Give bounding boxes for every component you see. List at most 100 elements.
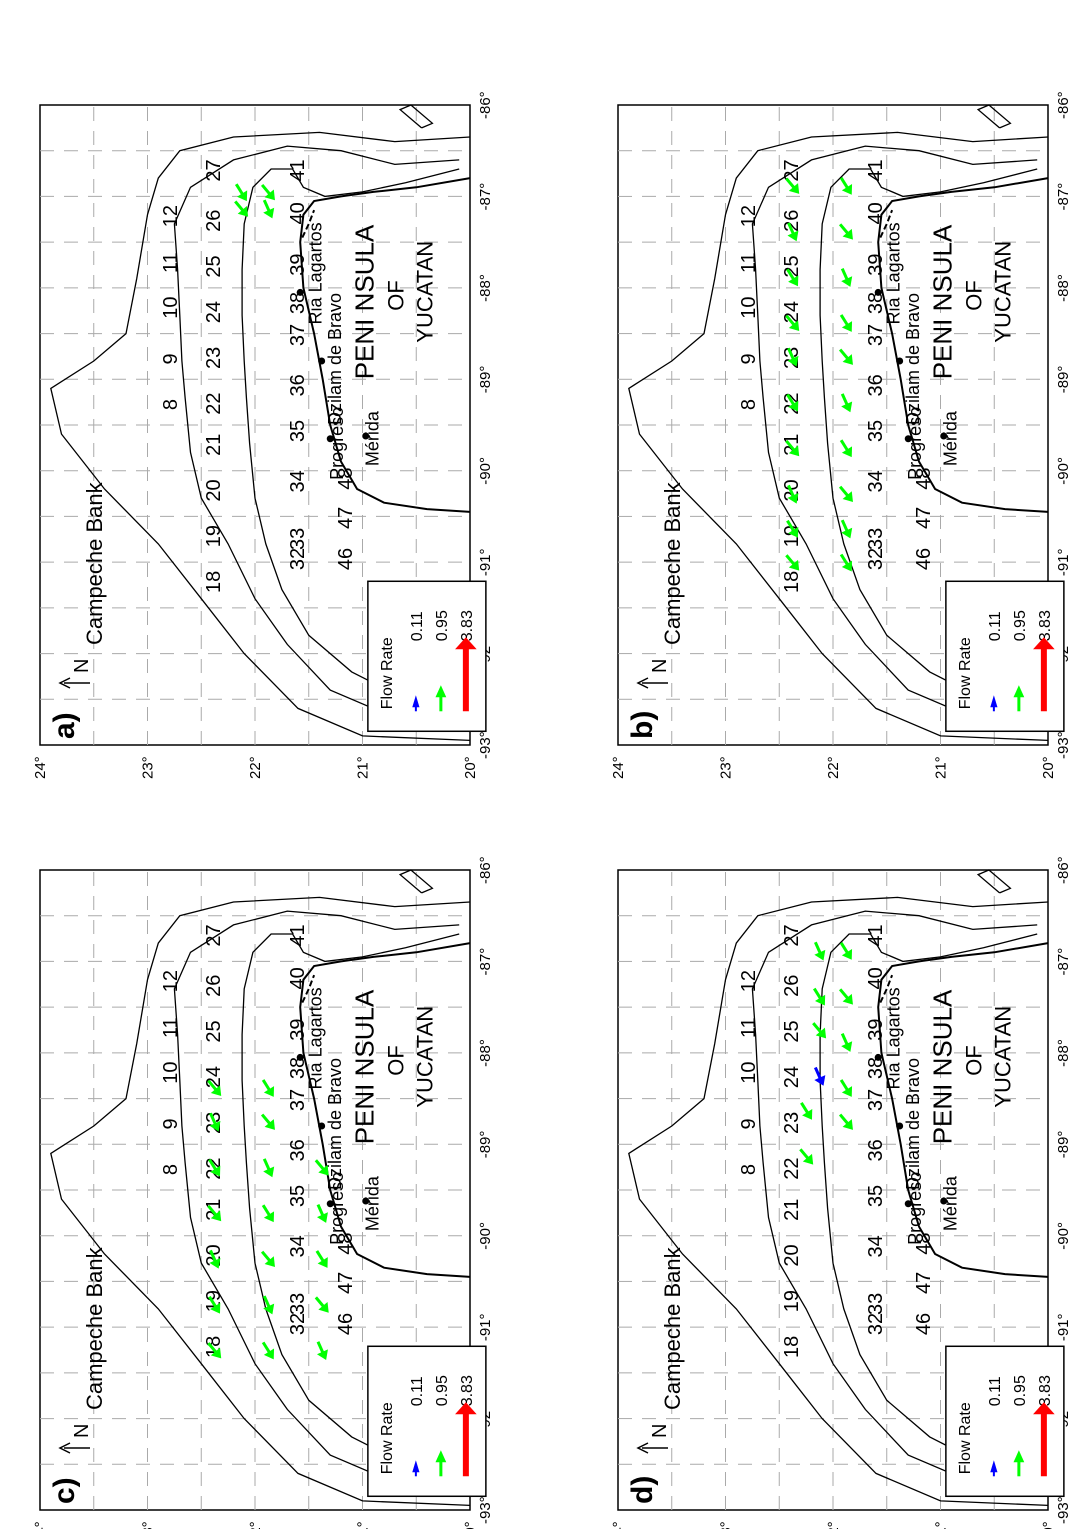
north-arrow (58, 1442, 90, 1454)
station-label: 35 (287, 420, 309, 442)
lagoon-coast (879, 209, 894, 239)
legend: Flow Rate 0.11 0.95 3.83 (367, 580, 487, 733)
flow-arrow-shaft (262, 1158, 271, 1172)
place-dot (326, 1200, 334, 1208)
flow-arrow-head (814, 1075, 826, 1086)
station-label: 46 (913, 548, 935, 570)
station-label: 24 (781, 1066, 803, 1088)
flow-arrow-head (815, 1027, 827, 1039)
station-label: 35 (287, 1185, 309, 1207)
place-label-ria-lagartos: Ria Lagartos (884, 987, 904, 1089)
lat-tick-label: 23° (140, 1521, 157, 1529)
flow-arrow-head (841, 401, 853, 413)
station-label: 39 (287, 1018, 309, 1040)
station-label: 47 (913, 507, 935, 529)
legend: Flow Rate 0.11 0.95 3.83 (367, 1345, 487, 1498)
lon-tick-label: -90° (477, 1222, 494, 1250)
flow-arrow-shaft (812, 1022, 823, 1035)
lon-tick-label: -88° (1055, 1039, 1072, 1067)
legend-value: 0.95 (434, 610, 451, 641)
station-label: 12 (738, 970, 760, 992)
flow-arrow-head (787, 355, 799, 367)
lon-tick-label: -90° (1055, 457, 1072, 485)
lon-tick-label: -90° (1055, 1222, 1072, 1250)
north-label: N (71, 1424, 93, 1438)
lon-tick-label: -91° (477, 548, 494, 576)
flow-arrow-head (788, 275, 799, 287)
station-label: 23 (203, 347, 225, 369)
flow-arrow-shaft (786, 393, 796, 407)
cozumel-island (398, 104, 434, 129)
station-label: 33 (865, 1293, 887, 1315)
flow-arrow-head (210, 1085, 222, 1097)
flow-arrow-head (841, 1086, 853, 1097)
legend-arrow (435, 685, 447, 712)
flow-arrow-head (237, 205, 249, 217)
flow-arrow-head (842, 491, 853, 502)
place-dot (896, 357, 904, 365)
station-label: 25 (203, 1020, 225, 1042)
flow-arrow-head (263, 1348, 275, 1360)
region-label: Campeche Bank (660, 1246, 685, 1410)
place-label-dzilam: Dzilam de Bravo (903, 1058, 923, 1190)
flow-arrow (260, 183, 275, 201)
cozumel-island (976, 104, 1012, 129)
flow-arrow-shaft (785, 439, 796, 452)
station-label: 37 (287, 1089, 309, 1111)
map-panel-4: 24°23°22°21°20°-93°-92°-91°-90°-89°-88°-… (610, 856, 1072, 1529)
station-label: 37 (287, 324, 309, 346)
flow-arrow-head (318, 1301, 329, 1313)
lon-tick-label: -87° (1055, 948, 1072, 976)
flow-arrow (207, 1204, 222, 1222)
station-label: 32 (287, 548, 309, 570)
flow-arrow (839, 314, 853, 332)
flow-arrow-head (317, 1257, 328, 1268)
station-label: 9 (160, 353, 182, 364)
station-label: 47 (335, 1272, 357, 1294)
station-label: 34 (865, 470, 887, 492)
flow-arrow (234, 200, 249, 217)
place-dot (296, 288, 304, 296)
lat-tick-label: 23° (718, 1521, 735, 1529)
depth-contour-outer (50, 896, 471, 1507)
peninsula-label-line2: OF (383, 1045, 408, 1076)
legend-arrow (1033, 637, 1055, 712)
station-label: 9 (160, 1118, 182, 1129)
north-arrow-head (58, 1442, 71, 1454)
lat-tick-label: 22° (825, 1521, 842, 1529)
place-label-dzilam: Dzilam de Bravo (903, 293, 923, 425)
north-arrow-head (636, 677, 649, 689)
legend-arrow-head (455, 1402, 477, 1415)
station-label: 25 (781, 1020, 803, 1042)
station-label: 19 (781, 1290, 803, 1312)
flow-arrow-shaft (785, 554, 796, 567)
place-dot (904, 1200, 912, 1208)
lon-tick-label: -89° (477, 1131, 494, 1159)
legend-arrow (990, 1460, 998, 1477)
flow-arrow-head (210, 1210, 222, 1222)
flow-arrow (261, 1079, 275, 1097)
flow-arrow-head (842, 228, 853, 240)
flow-arrow-head (802, 1153, 814, 1165)
legend-arrow (412, 1460, 420, 1477)
legend: Flow Rate 0.11 0.95 3.83 (945, 1345, 1065, 1498)
flow-arrow-shaft (260, 183, 272, 196)
lat-tick-label: 24° (610, 1521, 627, 1529)
depth-contour-middle (173, 145, 471, 723)
flow-arrow (260, 1250, 275, 1267)
place-label-dzilam: Dzilam de Bravo (325, 293, 345, 425)
place-label-dzilam: Dzilam de Bravo (325, 1058, 345, 1190)
lat-tick-label: 20° (462, 1521, 479, 1529)
flow-arrow (840, 393, 853, 413)
station-label: 26 (781, 975, 803, 997)
north-arrow (636, 1442, 668, 1454)
legend-arrow-head (990, 695, 998, 708)
station-label: 21 (781, 1199, 803, 1221)
lon-tick-label: -91° (477, 1313, 494, 1341)
station-label: 48 (913, 1232, 935, 1254)
legend-box (945, 1345, 1065, 1498)
station-label: 32 (865, 548, 887, 570)
flow-arrow-shaft (314, 1159, 326, 1172)
